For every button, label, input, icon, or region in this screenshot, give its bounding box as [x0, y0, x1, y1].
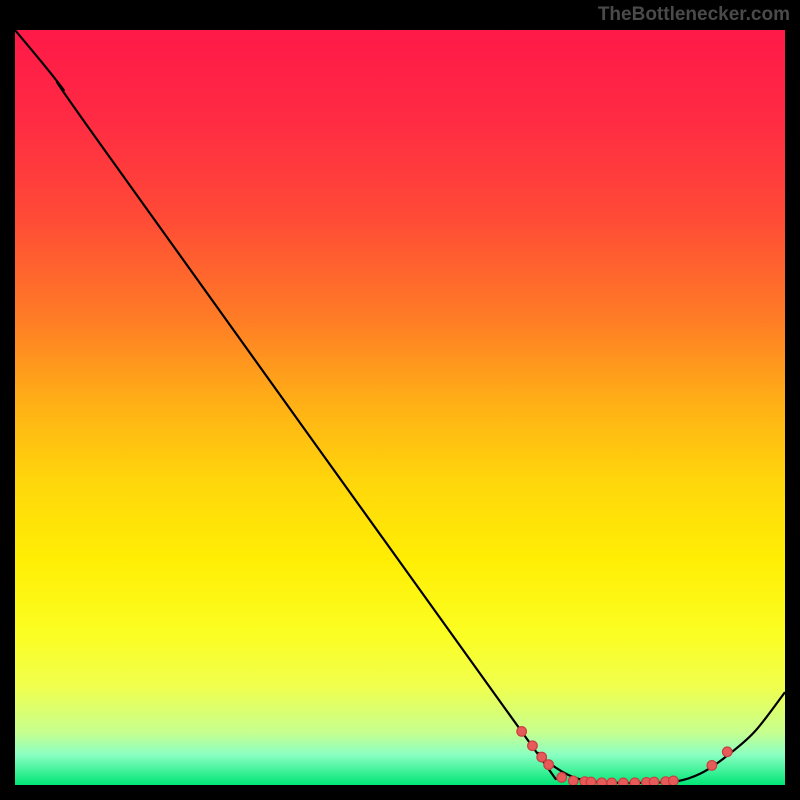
watermark-text: TheBottlenecker.com [598, 4, 790, 26]
chart-background [15, 30, 785, 785]
data-marker [568, 776, 578, 785]
data-marker [707, 761, 717, 771]
data-marker [537, 752, 547, 762]
data-marker [619, 778, 629, 785]
data-marker [544, 760, 554, 770]
data-marker [649, 777, 659, 785]
data-marker [557, 773, 567, 783]
data-marker [722, 747, 732, 757]
chart-plot-area [15, 30, 785, 785]
data-marker [597, 778, 607, 785]
bottleneck-curve-chart [15, 30, 785, 785]
data-marker [669, 776, 679, 785]
data-marker [528, 741, 538, 751]
data-marker [607, 778, 617, 785]
data-marker [517, 727, 527, 737]
data-marker [630, 778, 640, 785]
data-marker [586, 777, 596, 785]
